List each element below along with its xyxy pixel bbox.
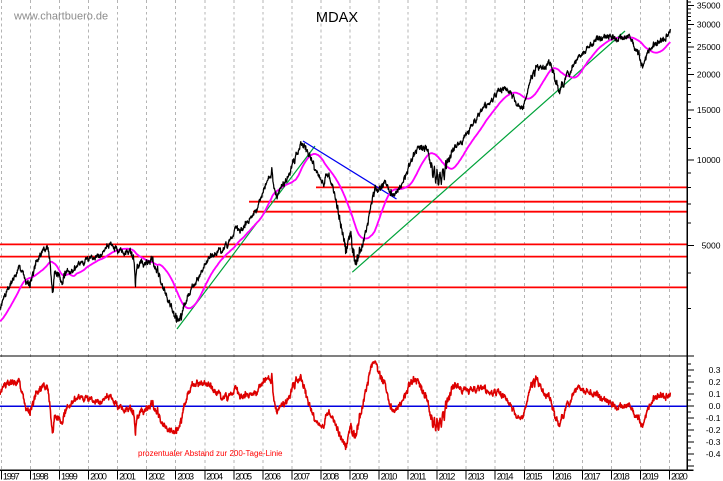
svg-text:2011: 2011 (410, 472, 427, 481)
svg-text:2009: 2009 (352, 472, 369, 481)
svg-text:2004: 2004 (206, 472, 223, 481)
svg-text:2017: 2017 (584, 472, 601, 481)
svg-text:2016: 2016 (555, 472, 572, 481)
svg-text:2010: 2010 (381, 472, 398, 481)
svg-text:1999: 1999 (61, 472, 78, 481)
svg-text:2012: 2012 (439, 472, 456, 481)
svg-text:5000: 5000 (702, 241, 721, 251)
svg-text:2015: 2015 (526, 472, 543, 481)
svg-text:2001: 2001 (119, 472, 136, 481)
svg-text:-0.1: -0.1 (706, 413, 721, 423)
svg-text:2002: 2002 (148, 472, 165, 481)
svg-text:2006: 2006 (264, 472, 281, 481)
svg-text:30000: 30000 (697, 20, 721, 30)
svg-text:2008: 2008 (322, 472, 339, 481)
svg-text:0.2: 0.2 (709, 377, 721, 387)
svg-text:2014: 2014 (497, 472, 514, 481)
svg-text:-0.2: -0.2 (706, 425, 721, 435)
svg-text:35000: 35000 (697, 1, 721, 11)
svg-text:-0.3: -0.3 (706, 437, 721, 447)
svg-text:prozentualer Abstand zur 200-T: prozentualer Abstand zur 200-Tage-Linie (138, 449, 283, 458)
svg-text:2003: 2003 (177, 472, 194, 481)
svg-text:2018: 2018 (613, 472, 630, 481)
svg-text:2020: 2020 (671, 472, 688, 481)
svg-text:1998: 1998 (32, 472, 49, 481)
svg-text:www.chartbuero.de: www.chartbuero.de (13, 11, 108, 23)
svg-text:10000: 10000 (697, 155, 721, 165)
svg-text:MDAX: MDAX (316, 10, 358, 26)
svg-text:2007: 2007 (293, 472, 310, 481)
svg-text:0.0: 0.0 (709, 401, 721, 411)
svg-text:0.1: 0.1 (709, 389, 721, 399)
svg-text:2019: 2019 (642, 472, 659, 481)
svg-text:2005: 2005 (235, 472, 252, 481)
svg-text:2013: 2013 (468, 472, 485, 481)
svg-text:25000: 25000 (697, 42, 721, 52)
svg-text:1997: 1997 (3, 472, 20, 481)
svg-text:20000: 20000 (697, 70, 721, 80)
svg-text:-0.4: -0.4 (706, 449, 721, 459)
svg-text:15000: 15000 (697, 105, 721, 115)
svg-text:0.3: 0.3 (709, 365, 721, 375)
svg-text:2000: 2000 (90, 472, 107, 481)
